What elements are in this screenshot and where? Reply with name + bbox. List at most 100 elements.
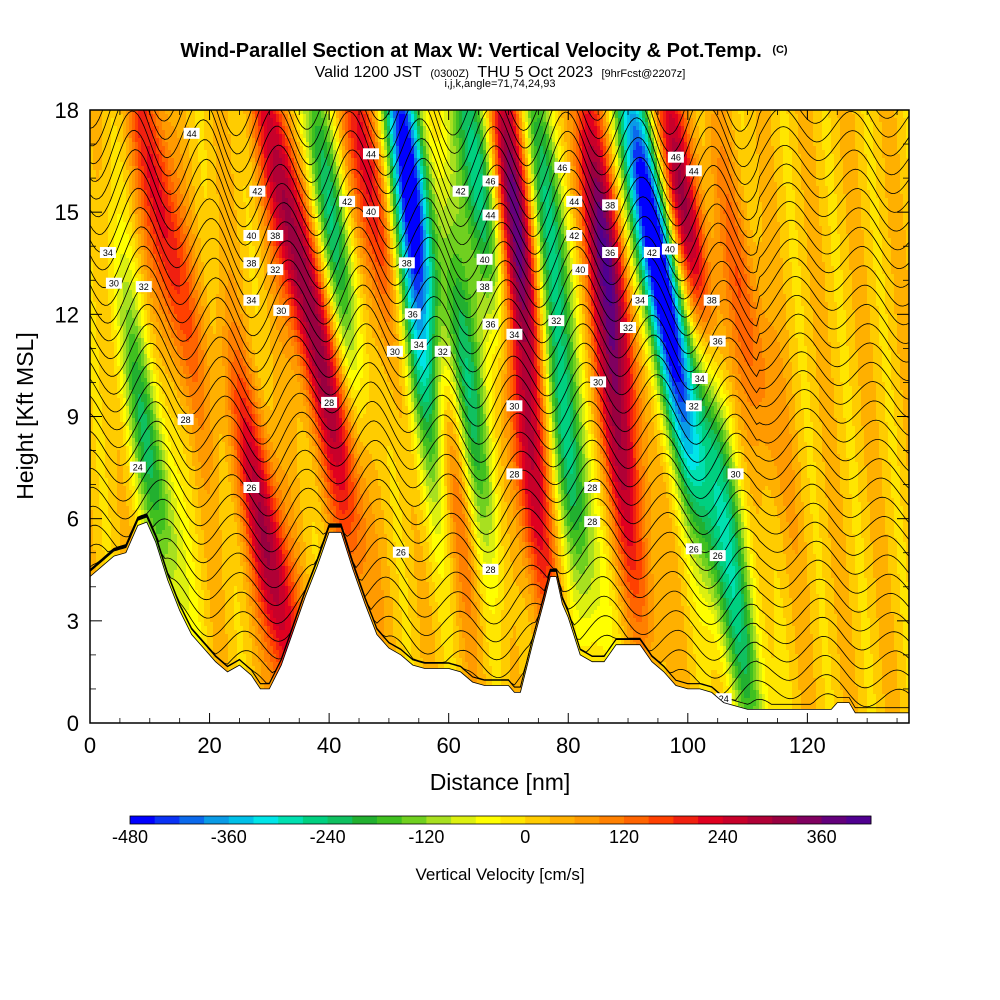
- velocity-cell: [717, 122, 721, 127]
- velocity-cell: [129, 118, 133, 123]
- velocity-cell: [675, 130, 679, 135]
- velocity-cell: [321, 114, 325, 119]
- velocity-cell: [717, 110, 721, 115]
- velocity-cell: [786, 118, 790, 123]
- velocity-cell: [864, 126, 868, 131]
- velocity-cell: [297, 122, 301, 127]
- velocity-cell: [894, 130, 898, 135]
- velocity-cell: [270, 114, 274, 119]
- velocity-cell: [789, 126, 793, 131]
- velocity-cell: [450, 118, 454, 123]
- velocity-cell: [273, 130, 277, 135]
- velocity-cell: [555, 114, 559, 119]
- velocity-cell: [543, 126, 547, 131]
- velocity-cell: [876, 126, 880, 131]
- velocity-cell: [567, 122, 571, 127]
- velocity-cell: [594, 122, 598, 127]
- velocity-cell: [495, 130, 499, 135]
- velocity-cell: [438, 122, 442, 127]
- velocity-cell: [624, 118, 628, 123]
- velocity-cell: [654, 118, 658, 123]
- velocity-cell: [303, 114, 307, 119]
- velocity-cell: [474, 126, 478, 131]
- velocity-cell: [183, 110, 187, 115]
- velocity-cell: [423, 126, 427, 131]
- velocity-cell: [474, 114, 478, 119]
- velocity-cell: [903, 118, 907, 123]
- velocity-cell: [501, 114, 505, 119]
- velocity-cell: [237, 114, 241, 119]
- velocity-cell: [858, 126, 862, 131]
- velocity-cell: [294, 122, 298, 127]
- velocity-cell: [270, 118, 274, 123]
- velocity-cell: [684, 114, 688, 119]
- velocity-cell: [873, 110, 877, 115]
- velocity-cell: [531, 122, 535, 127]
- velocity-cell: [489, 110, 493, 115]
- velocity-cell: [297, 130, 301, 135]
- velocity-cell: [819, 130, 823, 135]
- velocity-cell: [543, 122, 547, 127]
- velocity-cell: [336, 130, 340, 135]
- velocity-cell: [636, 114, 640, 119]
- velocity-cell: [324, 118, 328, 123]
- velocity-cell: [855, 122, 859, 127]
- velocity-cell: [222, 122, 226, 127]
- velocity-cell: [498, 130, 502, 135]
- velocity-cell: [513, 122, 517, 127]
- velocity-cell: [678, 110, 682, 115]
- velocity-cell: [651, 110, 655, 115]
- velocity-cell: [492, 110, 496, 115]
- velocity-cell: [762, 118, 766, 123]
- velocity-cell: [180, 126, 184, 131]
- velocity-cell: [303, 110, 307, 115]
- velocity-cell: [846, 114, 850, 119]
- velocity-cell: [285, 114, 289, 119]
- velocity-cell: [408, 126, 412, 131]
- velocity-cell: [183, 114, 187, 119]
- velocity-cell: [858, 110, 862, 115]
- velocity-cell: [681, 118, 685, 123]
- velocity-cell: [207, 126, 211, 131]
- velocity-cell: [816, 118, 820, 123]
- velocity-cell: [768, 110, 772, 115]
- velocity-cell: [375, 126, 379, 131]
- velocity-cell: [774, 118, 778, 123]
- velocity-cell: [744, 122, 748, 127]
- velocity-cell: [885, 110, 889, 115]
- velocity-cell: [138, 130, 142, 135]
- velocity-cell: [687, 126, 691, 131]
- velocity-cell: [567, 126, 571, 131]
- velocity-cell: [93, 118, 97, 123]
- velocity-cell: [828, 122, 832, 127]
- velocity-cell: [276, 114, 280, 119]
- velocity-cell: [138, 126, 142, 131]
- velocity-cell: [645, 130, 649, 135]
- velocity-cell: [837, 126, 841, 131]
- velocity-cell: [747, 114, 751, 119]
- velocity-cell: [885, 130, 889, 135]
- velocity-cell: [225, 110, 229, 115]
- velocity-cell: [906, 118, 909, 123]
- velocity-cell: [774, 110, 778, 115]
- velocity-cell: [315, 110, 319, 115]
- velocity-cell: [450, 114, 454, 119]
- velocity-cell: [474, 130, 478, 135]
- velocity-cell: [135, 122, 139, 127]
- velocity-cell: [510, 122, 514, 127]
- velocity-cell: [384, 110, 388, 115]
- velocity-cell: [375, 114, 379, 119]
- velocity-cell: [483, 122, 487, 127]
- velocity-cell: [528, 126, 532, 131]
- velocity-cell: [453, 122, 457, 127]
- velocity-cell: [348, 122, 352, 127]
- velocity-cell: [528, 110, 532, 115]
- velocity-cell: [219, 110, 223, 115]
- velocity-cell: [354, 126, 358, 131]
- velocity-cell: [441, 118, 445, 123]
- velocity-cell: [261, 110, 265, 115]
- velocity-cell: [468, 130, 472, 135]
- velocity-cell: [465, 126, 469, 131]
- velocity-cell: [174, 118, 178, 123]
- velocity-cell: [435, 130, 439, 135]
